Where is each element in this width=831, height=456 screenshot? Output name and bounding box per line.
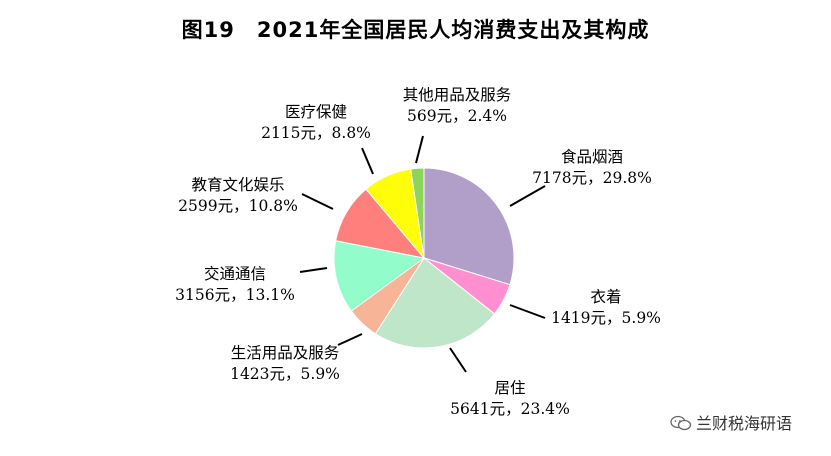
slice-value-label-1: 1419元，5.9% [551, 309, 661, 327]
leader-line-4 [299, 267, 328, 273]
slice-name-label-1: 衣着 [590, 288, 621, 306]
slice-value-label-6: 2115元，8.8% [261, 124, 371, 142]
leader-line-2 [449, 347, 467, 373]
leader-line-1 [509, 304, 546, 319]
slice-value-label-4: 3156元，13.1% [175, 286, 295, 304]
slice-name-label-4: 交通通信 [204, 265, 266, 283]
leader-line-0 [509, 185, 546, 207]
pie-slice-0 [423, 167, 515, 286]
slice-name-label-3: 生活用品及服务 [231, 344, 340, 362]
watermark-text: 兰财税海研语 [696, 414, 793, 433]
slice-value-label-3: 1423元，5.9% [230, 365, 340, 383]
leader-line-3 [337, 333, 363, 346]
wechat-icon [670, 415, 692, 431]
slice-name-label-0: 食品烟酒 [561, 148, 623, 166]
chart-title: 图19 2021年全国居民人均消费支出及其构成 [0, 14, 831, 44]
pie-slice-7 [410, 167, 425, 259]
leader-line-7 [415, 135, 424, 164]
slice-name-label-2: 居住 [494, 379, 525, 397]
slice-value-label-0: 7178元，29.8% [532, 169, 652, 187]
slice-name-label-6: 医疗保健 [285, 103, 347, 121]
figure-number: 图19 [181, 18, 235, 42]
slice-value-label-5: 2599元，10.8% [178, 197, 298, 215]
slice-value-label-2: 5641元，23.4% [450, 400, 570, 418]
slice-name-label-7: 其他用品及服务 [403, 86, 512, 104]
leader-line-6 [361, 147, 374, 175]
pie-slice-4 [333, 240, 426, 312]
leader-line-5 [301, 193, 334, 210]
watermark: 兰财税海研语 [670, 410, 792, 434]
figure-title: 2021年全国居民人均消费支出及其构成 [256, 18, 650, 42]
slice-name-label-5: 教育文化娱乐 [191, 176, 284, 194]
pie-slice-2 [374, 257, 496, 349]
slice-value-label-7: 569元，2.4% [407, 107, 507, 125]
